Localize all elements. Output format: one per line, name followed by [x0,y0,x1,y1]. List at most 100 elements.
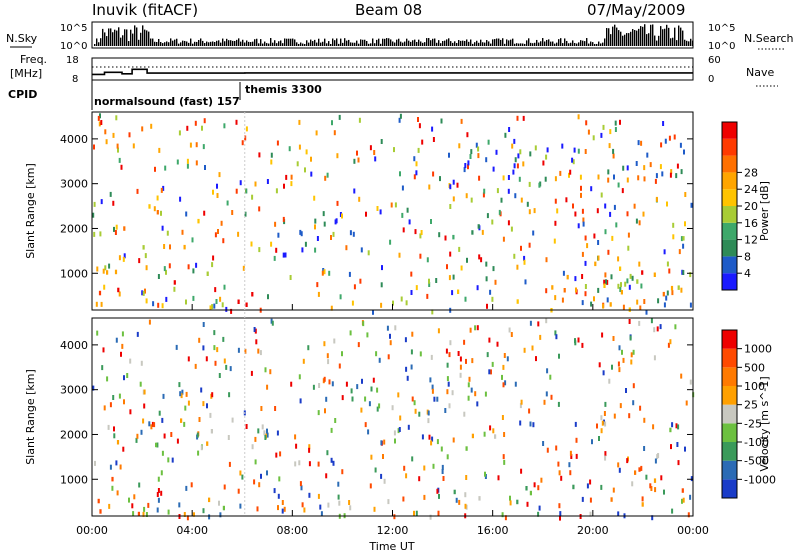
echo-cell [445,348,448,354]
echo-cell [464,503,467,509]
echo-cell [469,154,472,159]
noise-bar [134,25,136,46]
noise-bar [294,39,296,46]
echo-cell [136,188,139,194]
echo-cell [245,188,248,194]
echo-cell [629,273,632,279]
noise-bar [136,27,138,46]
noise-bar [392,41,394,46]
echo-cell [92,385,95,391]
echo-cell [607,177,610,183]
echo-cell [178,130,181,136]
noise-bar [444,40,446,46]
echo-cell [285,174,288,180]
echo-cell [428,282,431,287]
noise-bar [530,42,532,46]
noise-bar [440,43,442,46]
echo-cell [214,360,217,366]
echo-cell [669,339,672,345]
echo-cell [275,188,278,194]
echo-cell [563,288,566,293]
noise-bar [138,39,140,46]
echo-cell [112,200,115,206]
echo-cell [606,279,609,285]
echo-cell [393,430,396,436]
echo-cell [428,278,430,284]
echo-cell [398,117,401,123]
echo-cell [620,290,623,295]
echo-cell [163,266,166,272]
echo-cell [640,283,643,289]
echo-cell [181,229,184,235]
echo-cell [452,179,455,185]
echo-cell [206,403,208,409]
echo-cell [364,422,367,428]
colorbar-tick-label: 12 [744,234,758,247]
noise-bar [104,32,106,46]
echo-cell [676,442,679,447]
echo-cell [258,482,261,488]
echo-cell [185,391,188,397]
noise-bar [116,30,118,46]
echo-cell [121,331,124,337]
noise-bar [562,43,564,46]
echo-cell [295,443,298,449]
echo-cell [123,226,126,231]
echo-cell [635,218,638,224]
echo-cell [194,363,197,369]
noise-bar [622,35,624,46]
x-tick-label: 04:00 [176,524,208,537]
echo-cell [516,264,519,270]
noise-bar [596,43,598,46]
echo-cell [498,209,501,215]
echo-cell [387,499,390,505]
noise-bar [626,33,628,46]
echo-cell [176,159,179,165]
noise-bar [674,27,676,46]
echo-cell [150,424,153,430]
colorbar-swatch [722,122,737,139]
echo-cell [294,434,297,440]
noise-bar [370,43,372,46]
echo-cell [303,507,306,513]
echo-cell [326,450,329,456]
echo-cell [602,303,605,309]
echo-cell [610,497,613,502]
echo-cell [558,503,561,509]
echo-cell [185,299,187,305]
echo-cell [350,388,353,394]
echo-cell [484,391,487,397]
echo-cell [376,206,379,211]
cpid-program-2: themis 3300 [245,83,322,96]
echo-cell [156,195,159,201]
echo-cell [166,230,169,236]
noise-bar [614,24,616,46]
noise-bar [280,40,282,46]
echo-cell [160,187,163,193]
echo-cell [503,353,506,358]
echo-cell [604,455,607,461]
echo-cell [630,352,633,358]
echo-cell [367,250,370,256]
y-tick-label: 1000 [60,473,88,486]
colorbar-swatch [722,172,737,190]
echo-cell [550,394,553,400]
noise-bar [372,38,374,46]
echo-cell [128,132,131,138]
echo-cell [103,284,106,290]
noise-bar [580,40,582,46]
x-tick-label: 00:00 [677,524,709,537]
echo-cell [187,400,190,406]
echo-cell [104,265,107,271]
noise-bar [230,40,232,46]
noise-bar [266,43,268,46]
echo-cell [109,402,112,408]
echo-cell [545,257,548,263]
echo-cell [440,118,443,124]
echo-cell [622,357,625,363]
noise-bar [410,41,412,46]
freq-tick-top: 18 [66,55,79,66]
noise-bar [588,43,590,46]
echo-cell [192,295,195,301]
echo-cell [208,497,211,503]
